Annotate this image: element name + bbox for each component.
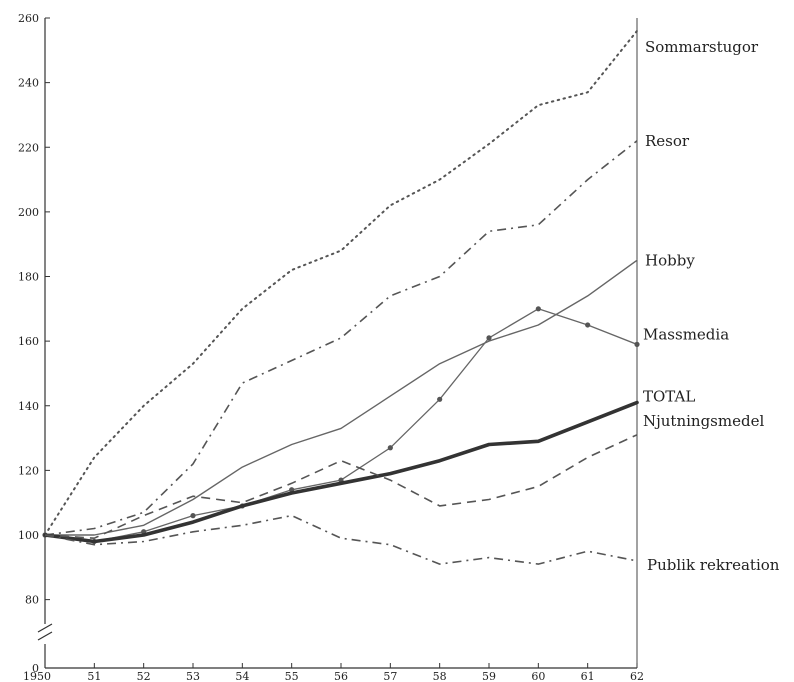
x-tick-label: 60 xyxy=(531,670,545,682)
x-tick-label: 1950 xyxy=(23,670,51,682)
series-label-massmedia: Massmedia xyxy=(643,325,729,343)
series-line-resor xyxy=(44,140,638,536)
axes xyxy=(37,18,638,669)
series-label-sommarstugor: Sommarstugor xyxy=(645,38,759,56)
series-line-massmedia xyxy=(44,308,638,543)
x-tick-label: 59 xyxy=(482,670,496,682)
series-line-publik-rekreation xyxy=(44,514,638,565)
y-tick-label: 200 xyxy=(18,206,39,219)
x-tick-label: 58 xyxy=(433,670,447,682)
series-line-total xyxy=(43,400,639,544)
y-tick-label: 100 xyxy=(18,529,39,542)
y-tick-label: 140 xyxy=(18,400,39,413)
series-label-publik-rekreation: Publik rekreation xyxy=(647,556,780,574)
x-tick-label: 62 xyxy=(630,670,644,682)
series-labels: Sommarstugor Resor Hobby Massmedia TOTAL Njut… xyxy=(643,38,780,574)
x-tick-label: 55 xyxy=(285,670,299,682)
y-tick-label: 120 xyxy=(18,464,39,477)
data-point-massmedia xyxy=(634,341,640,347)
y-tick-label: 160 xyxy=(18,335,39,348)
y-tick-label: 240 xyxy=(18,77,39,90)
x-tick-label: 52 xyxy=(137,670,151,682)
series-label-hobby: Hobby xyxy=(645,251,695,269)
y-tick-label: 0 xyxy=(32,662,39,675)
x-tick-label: 61 xyxy=(581,670,595,682)
y-tick-label: 260 xyxy=(18,12,39,25)
x-ticks: 1950 51 52 53 54 55 56 57 58 59 60 61 62 xyxy=(23,663,644,682)
series-label-njutningsmedel: Njutningsmedel xyxy=(643,412,764,430)
series-line-sommarstugor xyxy=(44,29,638,536)
series-line-hobby xyxy=(44,259,638,536)
x-tick-label: 51 xyxy=(87,670,101,682)
x-tick-label: 56 xyxy=(334,670,348,682)
data-point-massmedia xyxy=(486,335,492,341)
y-tick-label: 180 xyxy=(18,271,39,284)
x-tick-label: 53 xyxy=(186,670,200,682)
series-line-njutningsmedel xyxy=(44,434,638,540)
data-point-massmedia xyxy=(387,445,393,451)
data-point-massmedia xyxy=(585,322,591,328)
series-label-resor: Resor xyxy=(645,132,690,150)
data-point-massmedia xyxy=(535,306,541,312)
data-point-massmedia xyxy=(437,396,443,402)
y-tick-label: 220 xyxy=(18,141,39,154)
y-ticks: 0 80 100 120 140 160 180 200 220 240 260 xyxy=(18,12,50,675)
axis-break-mark-1 xyxy=(37,623,53,633)
series-layer xyxy=(42,29,640,565)
data-point-massmedia xyxy=(190,513,196,519)
x-tick-label: 54 xyxy=(235,670,249,682)
axis-break-mark-2 xyxy=(37,631,53,641)
x-tick-label: 57 xyxy=(383,670,397,682)
series-label-total: TOTAL xyxy=(643,388,695,406)
y-tick-label: 80 xyxy=(25,594,39,607)
